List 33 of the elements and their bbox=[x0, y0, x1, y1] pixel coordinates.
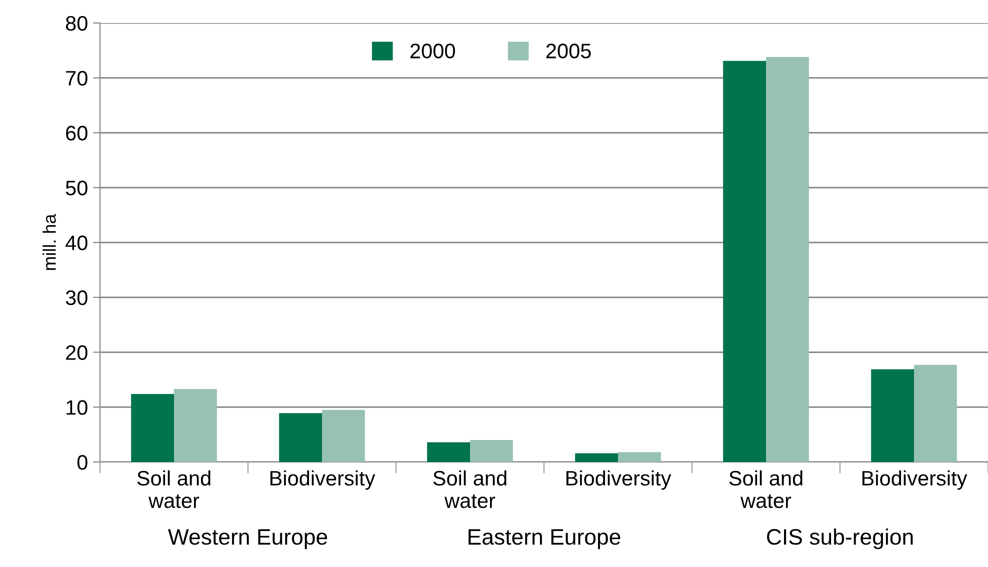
x-tick-label: Soil and water bbox=[137, 470, 210, 508]
y-tick-label: 80 bbox=[66, 16, 88, 31]
y-tick-label: 60 bbox=[66, 126, 88, 141]
bar bbox=[575, 453, 618, 462]
x-tick-label: Soil and water bbox=[729, 470, 802, 508]
x-tick-label: Biodiversity bbox=[862, 470, 968, 490]
text: Eastern Europe bbox=[468, 529, 620, 550]
y-axis-title: mill. ha bbox=[42, 214, 56, 270]
bar bbox=[766, 57, 809, 462]
bar bbox=[322, 410, 365, 462]
bar bbox=[723, 60, 766, 462]
bar bbox=[914, 364, 957, 462]
y-tick-label: 30 bbox=[66, 290, 88, 306]
x-tick-label: Soil and water bbox=[433, 470, 506, 508]
bar bbox=[427, 442, 470, 462]
legend-label: 2000 bbox=[410, 44, 455, 58]
x-tick-label: Biodiversity bbox=[566, 470, 672, 490]
text: CIS sub-region bbox=[767, 528, 913, 550]
text: Western Europe bbox=[168, 529, 328, 550]
y-tick-label: 20 bbox=[66, 345, 88, 360]
y-tick-label: 70 bbox=[66, 70, 88, 86]
bar bbox=[174, 389, 217, 462]
y-tick-label: 50 bbox=[66, 180, 88, 196]
y-tick-label: 0 bbox=[77, 455, 88, 470]
bar bbox=[470, 440, 513, 462]
bar bbox=[279, 413, 322, 462]
bar bbox=[618, 452, 661, 462]
y-tick-label: 10 bbox=[66, 400, 88, 415]
bar bbox=[131, 394, 174, 462]
y-tick-label: 40 bbox=[66, 236, 88, 250]
bar bbox=[871, 369, 914, 462]
legend-label: 2005 bbox=[546, 44, 591, 58]
x-tick-label: Biodiversity bbox=[270, 470, 376, 490]
